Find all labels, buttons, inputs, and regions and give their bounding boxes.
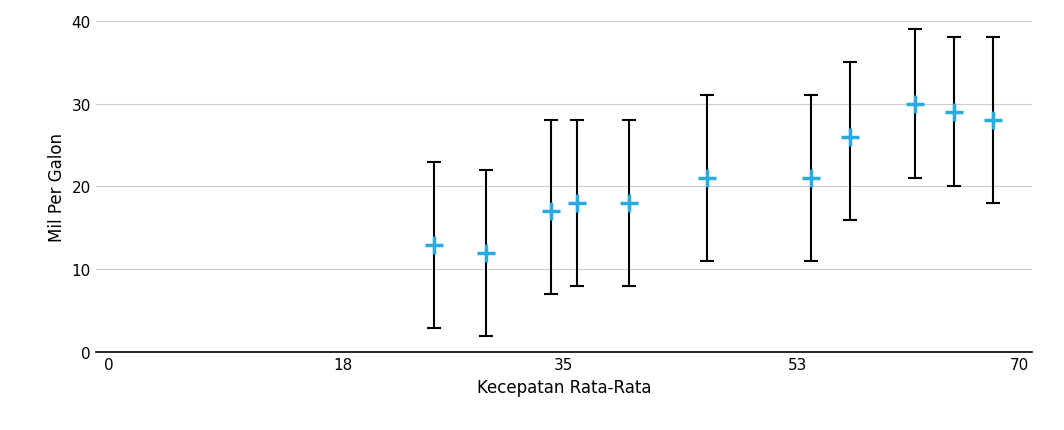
Point xyxy=(984,117,1001,124)
Point xyxy=(620,200,637,207)
Point xyxy=(842,134,859,141)
Point xyxy=(946,109,963,116)
Point xyxy=(907,101,924,108)
Point xyxy=(426,242,443,249)
Point xyxy=(802,175,819,182)
Point xyxy=(698,175,715,182)
Point xyxy=(543,209,560,215)
Point xyxy=(478,250,495,257)
Y-axis label: Mil Per Galon: Mil Per Galon xyxy=(48,133,66,241)
X-axis label: Kecepatan Rata-Rata: Kecepatan Rata-Rata xyxy=(477,378,651,396)
Point xyxy=(568,200,585,207)
